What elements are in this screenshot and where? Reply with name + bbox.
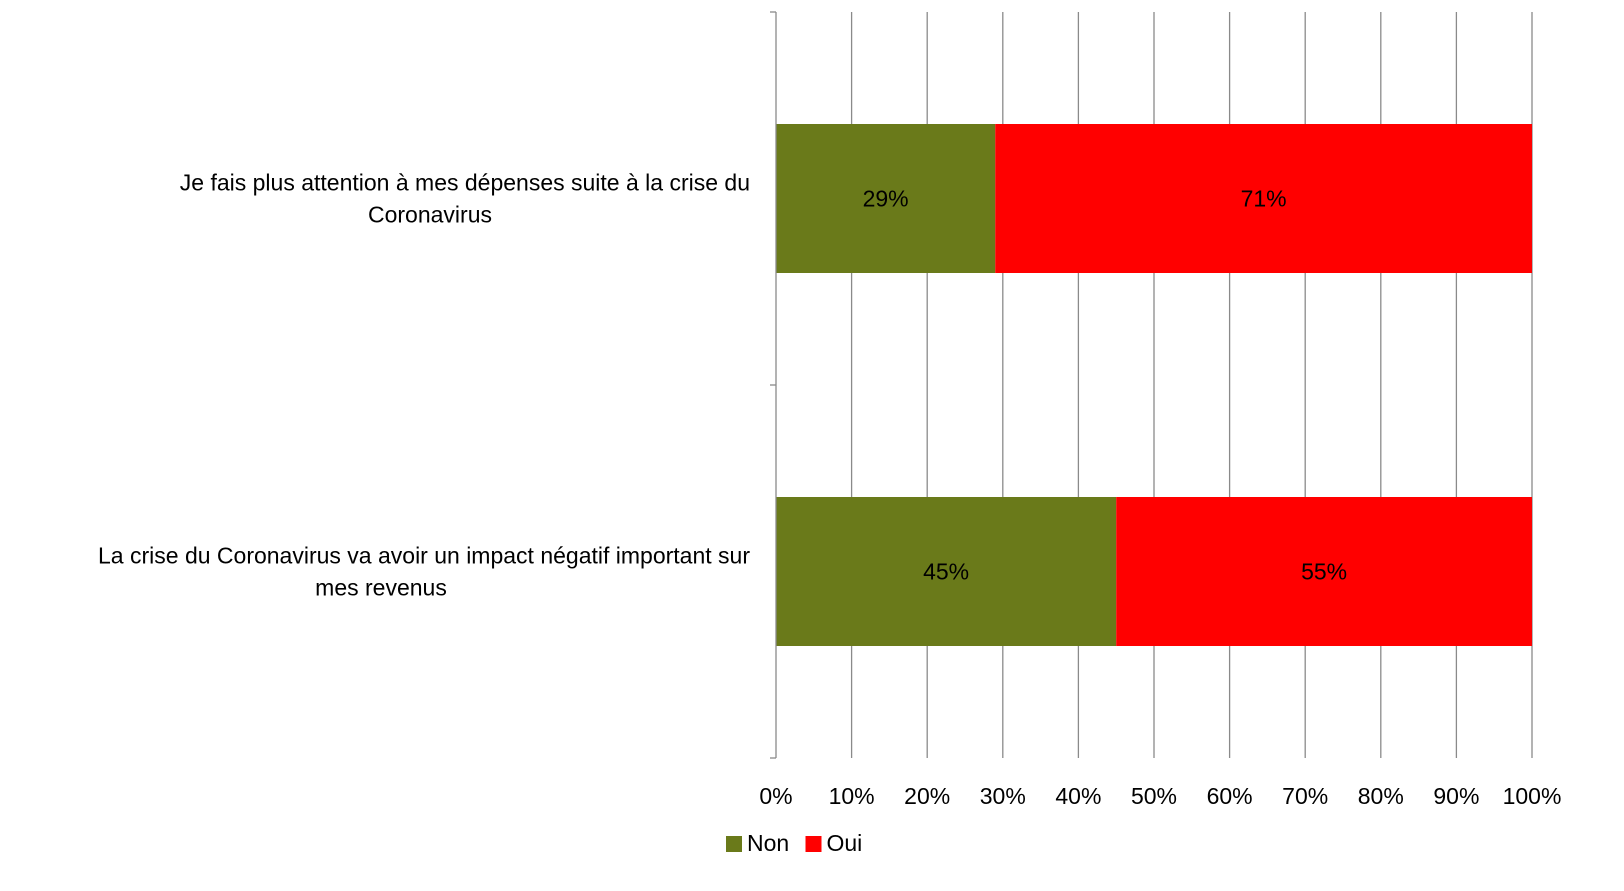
bars [776,124,1532,646]
legend-label-non: Non [747,830,789,856]
data-label: 29% [863,186,909,212]
x-tick-label: 70% [1282,783,1328,809]
legend-label-oui: Oui [827,830,863,856]
axes [770,11,777,759]
category-label: mes revenus [315,575,447,601]
category-label: La crise du Coronavirus va avoir un impa… [98,543,750,569]
x-tick-label: 40% [1055,783,1101,809]
data-label: 45% [923,559,969,585]
bar-non [776,497,1117,646]
x-tick-label: 0% [759,783,792,809]
bar-oui [1116,497,1532,646]
legend: Non Oui [726,830,862,856]
x-tick-label: 50% [1131,783,1177,809]
x-tick-label: 100% [1503,783,1562,809]
bar-oui [995,124,1532,273]
x-tick-label: 90% [1433,783,1479,809]
x-tick-label: 60% [1207,783,1253,809]
x-tick-label: 80% [1358,783,1404,809]
category-label: Coronavirus [368,202,492,228]
labels: 0% 10% 20% 30% 40% 50% 60% 70% 80% 90% 100% 29% 71% J… [98,170,1561,810]
legend-swatch-non [726,836,742,852]
bar-non [776,124,996,273]
x-tick-label: 30% [980,783,1026,809]
legend-swatch-oui [805,836,822,852]
gridlines [850,12,1533,758]
category-label: Je fais plus attention à mes dépenses su… [180,170,750,196]
x-tick-label: 20% [904,783,950,809]
data-label: 55% [1301,559,1347,585]
data-label: 71% [1241,186,1287,212]
x-tick-label: 10% [829,783,875,809]
